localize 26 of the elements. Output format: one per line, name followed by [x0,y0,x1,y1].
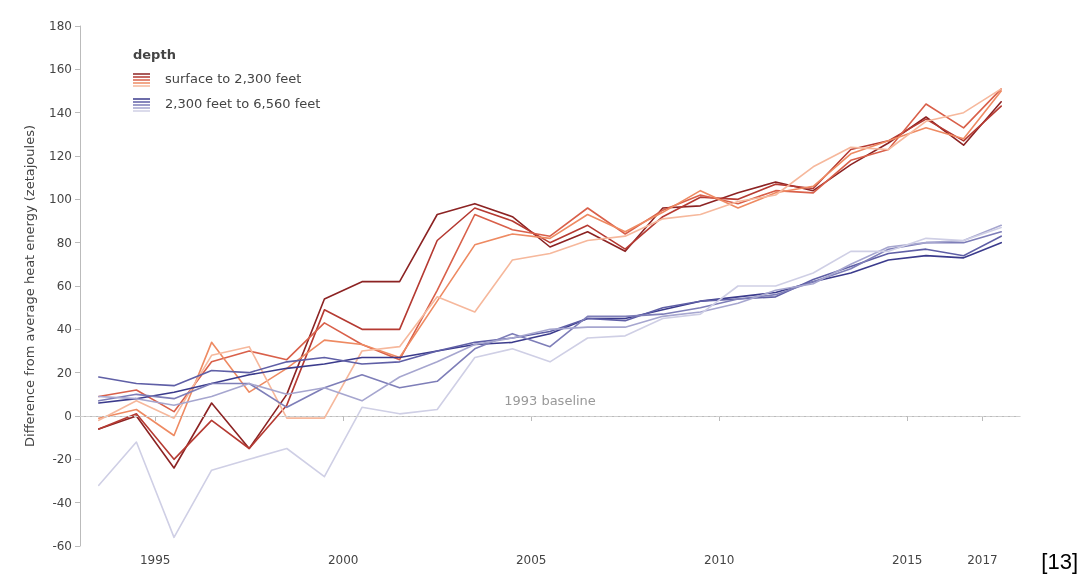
x-tick-label: 2005 [515,553,547,567]
y-tick-label: 160 [49,62,72,77]
x-tick-label: 2015 [891,553,923,567]
y-tick-label: 0 [64,409,72,423]
legend-label: surface to 2,300 feet [165,71,302,86]
legend-title: depth [133,47,176,62]
y-tick-label: -60 [52,539,72,553]
y-tick-label: 40 [56,322,72,337]
legend-label: 2,300 feet to 6,560 feet [165,96,321,111]
y-tick-label: 60 [56,279,72,293]
y-tick-label: 180 [49,19,72,33]
y-tick-label: -20 [52,452,72,467]
y-tick-label: 20 [56,365,72,380]
line-series [98,226,1002,539]
y-tick-label: -40 [52,495,72,510]
y-tick-label: 100 [49,192,72,207]
ref-line-label: 1993 baseline [504,393,596,408]
y-tick-label: 120 [49,149,72,163]
y-tick-label: 140 [49,105,72,120]
x-tick-label: 2010 [703,553,735,567]
text: [13] [1041,548,1079,574]
x-tick-label: 1995 [139,553,171,567]
y-tick-label: 80 [56,235,72,250]
y-axis-title: Difference from average heat energy (zetajoules) [22,125,37,447]
x-tick-label: 2000 [327,553,359,567]
x-tick-label: 2017 [967,553,998,567]
